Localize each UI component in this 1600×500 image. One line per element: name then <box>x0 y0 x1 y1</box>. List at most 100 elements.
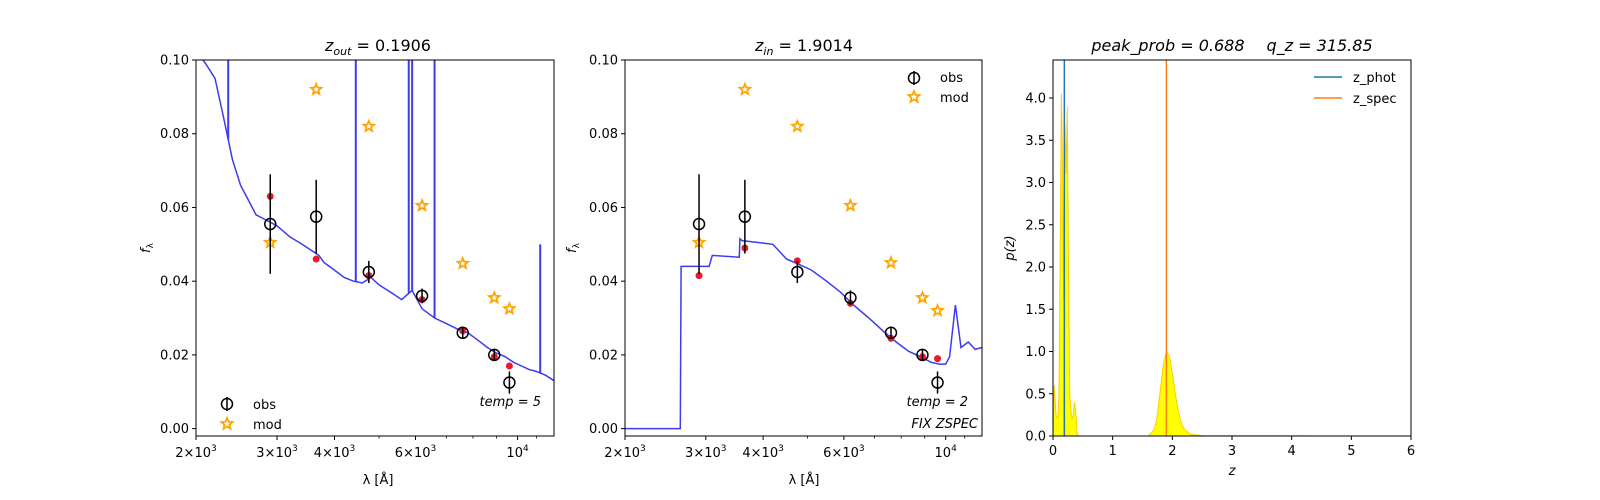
obs-point <box>692 217 706 231</box>
x-tick-label: 2×103 <box>604 444 645 461</box>
obs-point <box>415 289 429 303</box>
model-photometry-point <box>505 362 513 370</box>
x-tick-exponent: 3 <box>778 444 784 454</box>
x-tick-base: 10 <box>333 446 350 461</box>
x-tick-exponent: 3 <box>211 444 217 454</box>
y-tick-label: 0.02 <box>589 348 618 363</box>
panel1-xlabel: λ [Å] <box>363 472 394 488</box>
x-tick-label: 3×103 <box>685 444 726 461</box>
obs-point <box>931 376 944 389</box>
y-tick-label: 0.04 <box>589 275 618 290</box>
axes-frame <box>624 59 983 437</box>
model-spectrum-line <box>625 237 982 430</box>
y-tick-label: 0.10 <box>160 54 189 69</box>
x-tick-label: 6 <box>1407 444 1415 459</box>
x-tick-label: 0 <box>1049 444 1057 459</box>
panel1-ylabel: fλ <box>139 242 156 253</box>
mod-star-point <box>308 81 324 96</box>
x-tick-base: 10 <box>275 446 292 461</box>
x-tick-mantissa: 4 <box>314 446 322 461</box>
y-tick-label: 0.08 <box>160 127 189 142</box>
panel3-xlabel: z <box>1228 464 1237 479</box>
legend-obs-marker <box>220 397 234 411</box>
obs-point <box>738 210 752 223</box>
mod-star-point <box>789 118 805 133</box>
x-tick-label: 104 <box>506 444 529 461</box>
model-photometry-point <box>312 255 320 263</box>
x-tick-label: 2×103 <box>175 444 216 461</box>
x-tick-label: 2 <box>1168 444 1176 459</box>
x-tick-exponent: 3 <box>721 444 727 454</box>
y-tick-label: 0.06 <box>160 201 189 216</box>
y-tick-label: 0.04 <box>160 275 189 290</box>
panel-pz: peak_prob = 0.688 q_z = 315.85 z p(z) z_p… <box>1003 36 1415 479</box>
x-tick-label: 4×103 <box>742 444 783 461</box>
x-tick-exponent: 4 <box>523 444 529 454</box>
mod-star-point <box>455 255 471 270</box>
obs-point <box>488 348 501 362</box>
legend-mod-marker <box>219 415 235 431</box>
obs-point <box>456 326 469 340</box>
x-tick-base: 10 <box>194 446 211 461</box>
y-tick-label: 1.5 <box>1025 303 1046 318</box>
axes-frame <box>195 59 555 437</box>
panel3-legend: z_phot z_spec <box>1314 71 1397 107</box>
x-tick-label: 6×103 <box>823 444 864 461</box>
panel1-temp-annotation: temp = 5 <box>480 395 541 410</box>
legend-mod-label: mod <box>253 418 282 433</box>
x-tick-mantissa: 2 <box>604 446 612 461</box>
y-tick-label: 3.5 <box>1025 134 1046 149</box>
panel-sed-zin: zin = 1.9014 λ [Å] fλ obs mod temp = 2 F… <box>565 36 983 488</box>
x-tick-mantissa: 6 <box>823 446 831 461</box>
y-tick-label: 0.06 <box>589 201 618 216</box>
panel2-legend: obs mod <box>906 71 969 106</box>
y-tick-label: 0.00 <box>589 422 618 437</box>
y-tick-label: 0.5 <box>1025 387 1046 402</box>
x-tick-times: × <box>265 446 276 461</box>
y-tick-label: 0.00 <box>160 422 189 437</box>
x-tick-base: 10 <box>935 446 952 461</box>
y-tick-label: 2.0 <box>1025 261 1046 276</box>
y-tick-label: 1.0 <box>1025 345 1046 360</box>
y-tick-label: 0.08 <box>589 127 618 142</box>
model-spectrum-line <box>201 60 554 382</box>
x-tick-label: 1 <box>1109 444 1117 459</box>
panel-sed-zout: zout = 0.1906 λ [Å] fλ obs mod temp = 5 … <box>139 36 555 488</box>
model-photometry-point <box>695 272 703 280</box>
mod-star-point <box>361 118 377 133</box>
plot-area <box>625 237 982 430</box>
x-tick-times: × <box>831 446 842 461</box>
x-tick-mantissa: 3 <box>256 446 264 461</box>
panel2-fixzspec-annotation: FIX ZSPEC <box>911 417 979 432</box>
legend-obs-label: obs <box>940 71 963 86</box>
legend-zphot-label: z_phot <box>1353 71 1396 86</box>
x-tick-mantissa: 6 <box>395 446 403 461</box>
legend-zspec-label: z_spec <box>1353 92 1397 107</box>
x-tick-mantissa: 2 <box>175 446 183 461</box>
panel3-ylabel: p(z) <box>1003 235 1018 261</box>
mod-star-point <box>486 289 502 305</box>
x-tick-label: 5 <box>1347 444 1355 459</box>
panel2-title: zin = 1.9014 <box>754 36 853 58</box>
mod-star-point <box>914 289 931 305</box>
panel2-xlabel: λ [Å] <box>789 472 820 488</box>
y-tick-label: 0.02 <box>160 348 189 363</box>
mod-star-point <box>414 197 430 213</box>
x-tick-base: 10 <box>762 446 779 461</box>
x-tick-exponent: 3 <box>859 444 865 454</box>
panel2-ylabel: fλ <box>565 242 582 253</box>
obs-point <box>884 326 898 340</box>
x-tick-label: 6×103 <box>395 444 436 461</box>
obs-point <box>916 348 929 362</box>
x-tick-label: 4 <box>1288 444 1296 459</box>
x-tick-exponent: 3 <box>640 444 646 454</box>
mod-star-point <box>883 254 899 270</box>
axes-frame <box>1052 59 1412 437</box>
model-photometry-point <box>934 355 942 363</box>
x-tick-label: 3 <box>1228 444 1236 459</box>
y-tick-label: 4.0 <box>1025 92 1046 107</box>
obs-point <box>844 291 857 305</box>
x-tick-base: 10 <box>623 446 640 461</box>
x-tick-base: 10 <box>506 446 523 461</box>
x-tick-exponent: 3 <box>292 444 298 454</box>
